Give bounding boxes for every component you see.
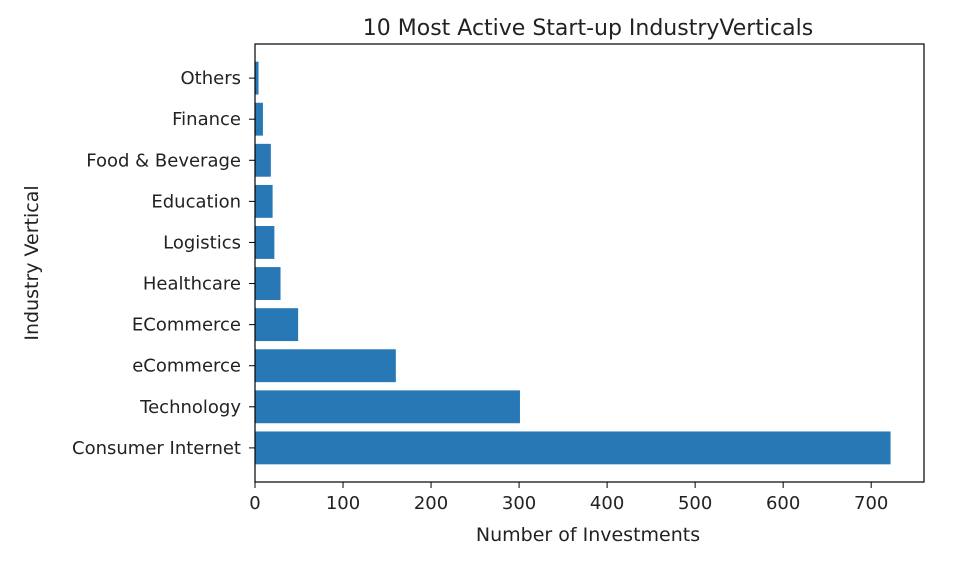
bar-others bbox=[255, 61, 259, 95]
y-tick-label: Food & Beverage bbox=[86, 150, 241, 171]
bar-finance bbox=[255, 102, 263, 136]
x-tick-label: 300 bbox=[502, 493, 536, 514]
y-tick-label: Finance bbox=[172, 109, 241, 130]
y-axis-label: Industry Vertical bbox=[21, 185, 43, 340]
bar-healthcare bbox=[255, 267, 281, 300]
bar-education bbox=[255, 184, 273, 218]
y-tick-label: Logistics bbox=[163, 232, 241, 253]
bars-group bbox=[255, 61, 891, 465]
x-axis-label: Number of Investments bbox=[476, 524, 700, 546]
x-tick-label: 700 bbox=[854, 493, 888, 514]
y-tick-label: Consumer Internet bbox=[72, 438, 241, 459]
bar-logistics bbox=[255, 226, 275, 259]
x-tick-label: 0 bbox=[249, 493, 260, 514]
bar-ecommerce bbox=[255, 349, 396, 383]
y-tick-label: ECommerce bbox=[132, 315, 241, 336]
bar-food-beverage bbox=[255, 143, 271, 177]
x-ticks: 0 100 200 300 400 500 600 700 bbox=[249, 482, 888, 514]
y-tick-label: Technology bbox=[139, 397, 241, 418]
x-tick-label: 500 bbox=[678, 493, 712, 514]
x-tick-label: 200 bbox=[414, 493, 448, 514]
y-tick-label: eCommerce bbox=[132, 356, 241, 377]
x-tick-label: 100 bbox=[326, 493, 360, 514]
x-tick-label: 600 bbox=[766, 493, 800, 514]
y-tick-label: Healthcare bbox=[143, 274, 241, 295]
bar-consumer-internet bbox=[255, 431, 891, 465]
bar-technology bbox=[255, 390, 520, 424]
bar-ecommerce bbox=[255, 308, 299, 342]
y-tick-label: Others bbox=[181, 68, 242, 89]
y-ticks: Consumer Internet Technology eCommerce ECom… bbox=[72, 68, 255, 459]
x-tick-label: 400 bbox=[590, 493, 624, 514]
chart-title: 10 Most Active Start-up IndustryVertical… bbox=[363, 16, 813, 41]
plot-frame bbox=[254, 43, 925, 483]
y-tick-label: Education bbox=[151, 191, 241, 212]
